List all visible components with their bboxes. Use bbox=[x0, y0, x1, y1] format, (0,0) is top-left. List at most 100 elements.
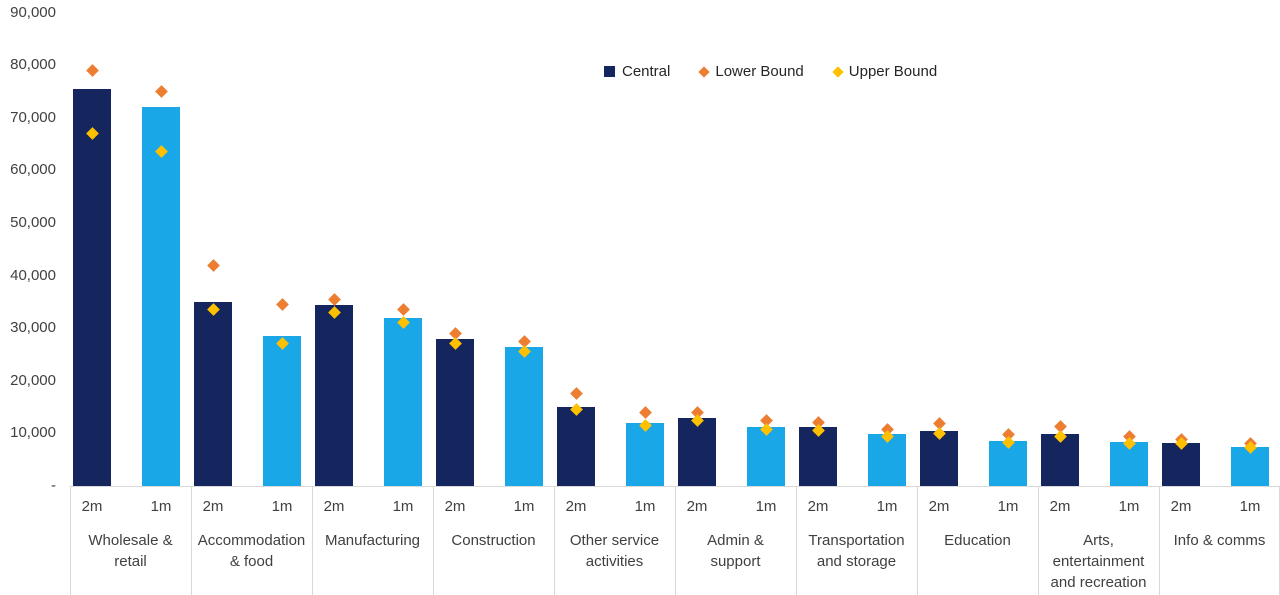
category-label: Accommodation & food bbox=[191, 530, 312, 572]
bar-sub-label: 1m bbox=[513, 498, 535, 515]
bar-2m-central bbox=[678, 417, 716, 486]
bar-sub-label: 2m bbox=[323, 498, 345, 515]
category-separator-line bbox=[1038, 486, 1039, 595]
category-label-line: Info & comms bbox=[1173, 532, 1266, 549]
category-label-line: retail bbox=[114, 553, 147, 570]
category-label-line: Other service bbox=[569, 532, 660, 549]
bar-sub-label: 1m bbox=[271, 498, 293, 515]
bar-sub-label: 1m bbox=[392, 498, 414, 515]
bar-sub-label: 2m bbox=[1049, 498, 1071, 515]
lower-bound-marker bbox=[396, 303, 410, 317]
bar-1m-central bbox=[505, 346, 543, 486]
category-label-line: and storage bbox=[816, 553, 897, 570]
category-separator-line bbox=[675, 486, 676, 595]
category-label: Education bbox=[917, 530, 1038, 551]
legend-item-lower-bound: Lower Bound bbox=[698, 63, 804, 80]
bar-2m-central bbox=[436, 338, 474, 486]
y-axis-tick-label: 80,000 bbox=[10, 56, 56, 74]
category-label-line: activities bbox=[585, 553, 644, 570]
category-separator-line bbox=[191, 486, 192, 595]
category-label: Manufacturing bbox=[312, 530, 433, 551]
lower-bound-marker bbox=[275, 298, 289, 311]
category-label: Admin & support bbox=[675, 530, 796, 572]
category-separator-line bbox=[796, 486, 797, 595]
legend-label: Upper Bound bbox=[848, 63, 938, 80]
bar-sub-label: 1m bbox=[755, 498, 777, 515]
legend-diamond-icon bbox=[698, 65, 711, 78]
bar-sub-label: 1m bbox=[876, 498, 898, 515]
legend-label: Central bbox=[622, 63, 671, 80]
bar-2m-central bbox=[315, 304, 353, 486]
category-label-line: & food bbox=[229, 553, 274, 570]
category-label-line: Education bbox=[944, 532, 1011, 549]
bar-2m-central bbox=[1162, 442, 1200, 486]
bar-sub-label: 1m bbox=[634, 498, 656, 515]
legend-diamond-icon bbox=[832, 65, 844, 78]
y-axis-tick-label: 10,000 bbox=[10, 424, 56, 442]
lower-bound-marker bbox=[206, 258, 220, 272]
bar-sub-label: 2m bbox=[81, 498, 103, 515]
category-label-line: support bbox=[710, 553, 761, 570]
category-label-line: Wholesale & bbox=[88, 532, 173, 549]
y-axis-tick-label: 90,000 bbox=[10, 3, 56, 21]
bar-1m-central bbox=[384, 317, 422, 486]
category-separator-line bbox=[433, 486, 434, 595]
category-label: Wholesale & retail bbox=[70, 530, 191, 572]
y-axis-tick-label: 60,000 bbox=[10, 161, 56, 179]
legend-item-upper-bound: Upper Bound bbox=[832, 63, 938, 80]
bar-2m-central bbox=[73, 88, 111, 486]
bar-sub-label: 2m bbox=[928, 498, 950, 515]
category-label-line: Manufacturing bbox=[324, 532, 421, 549]
category-label: Other service activities bbox=[554, 530, 675, 572]
bar-1m-central bbox=[747, 427, 785, 486]
category-separator-line bbox=[917, 486, 918, 595]
legend-item-central: Central bbox=[604, 63, 670, 80]
category-separator-line bbox=[554, 486, 555, 595]
bar-sub-label: 2m bbox=[807, 498, 829, 515]
bar-sub-label: 2m bbox=[444, 498, 466, 515]
category-label-line: entertainment bbox=[1052, 553, 1145, 570]
bar-2m-central bbox=[557, 407, 595, 486]
category-label-line: Construction bbox=[451, 532, 536, 549]
bar-sub-label: 2m bbox=[686, 498, 708, 515]
lower-bound-marker bbox=[638, 405, 652, 419]
category-label-line: and recreation bbox=[1050, 574, 1147, 591]
category-separator-line bbox=[1159, 486, 1160, 595]
category-separator-line bbox=[70, 486, 71, 595]
bar-sub-label: 2m bbox=[1170, 498, 1192, 515]
y-axis-tick-label: 40,000 bbox=[10, 266, 56, 284]
y-axis-tick-label: 50,000 bbox=[10, 214, 56, 231]
bar-sub-label: 1m bbox=[1118, 498, 1140, 515]
bar-sub-label: 1m bbox=[150, 498, 172, 515]
category-label: Construction bbox=[433, 530, 554, 551]
category-separator-line bbox=[312, 486, 313, 595]
category-label-line: Admin & bbox=[707, 532, 764, 549]
lower-bound-marker bbox=[569, 387, 583, 401]
category-label-line: Transportation bbox=[808, 532, 905, 549]
legend-label: Lower Bound bbox=[715, 63, 804, 80]
bar-sub-label: 2m bbox=[565, 498, 587, 515]
bar-sub-label: 2m bbox=[202, 498, 224, 515]
y-axis-tick-label: 70,000 bbox=[10, 108, 56, 126]
y-axis-tick-label: 20,000 bbox=[10, 371, 56, 389]
bar-2m-central bbox=[1041, 434, 1079, 486]
bar-1m-central bbox=[626, 422, 664, 486]
bar-2m-central bbox=[920, 431, 958, 486]
category-label-line: Arts, bbox=[1083, 532, 1114, 549]
y-axis-tick-label: - bbox=[51, 477, 56, 494]
bar-1m-central bbox=[263, 336, 301, 486]
bar-sub-label: 1m bbox=[1239, 498, 1261, 515]
category-label: Info & comms bbox=[1159, 530, 1280, 551]
category-label: Arts, entertainment and recreation bbox=[1038, 530, 1159, 593]
bar-sub-label: 1m bbox=[997, 498, 1019, 515]
bar-1m-central bbox=[142, 107, 180, 486]
lower-bound-marker bbox=[154, 85, 168, 98]
category-label: Transportation and storage bbox=[796, 530, 917, 572]
lower-bound-marker bbox=[85, 64, 99, 77]
chart-legend: Central Lower Bound Upper Bound bbox=[604, 63, 937, 80]
bar-2m-central bbox=[194, 301, 232, 486]
legend-square-icon bbox=[604, 66, 615, 77]
y-axis-tick-label: 30,000 bbox=[10, 319, 56, 337]
category-label-line: Accommodation bbox=[197, 532, 306, 549]
